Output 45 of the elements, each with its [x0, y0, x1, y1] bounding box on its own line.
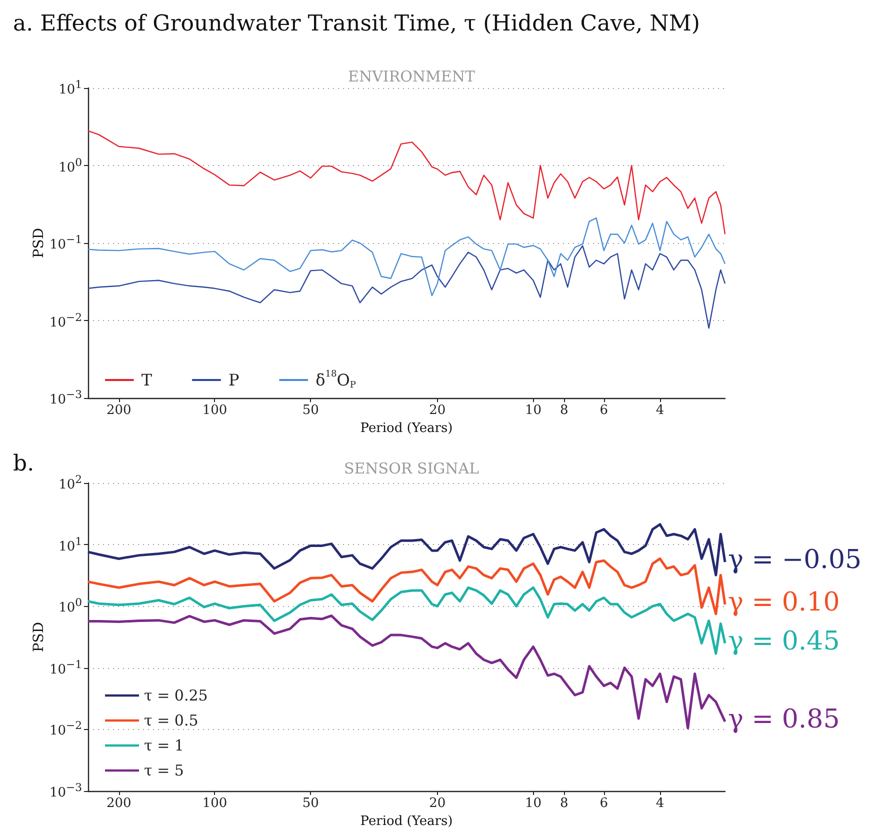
x-tick-label: 100 — [202, 796, 228, 811]
text: γ = 0.45 — [728, 626, 840, 656]
chart-subtitle: SENSOR SIGNAL — [344, 460, 480, 478]
x-tick-label: 4 — [656, 796, 664, 811]
legend-label: P — [228, 370, 240, 390]
y-tick-label: 10$^{1}$ — [58, 78, 82, 98]
y-axis-title: PSD — [31, 228, 47, 258]
x-tick-label: 4 — [656, 403, 664, 418]
x-tick-label: 20 — [429, 403, 446, 418]
legend-label: T — [141, 370, 152, 390]
x-tick-label: 10 — [524, 403, 542, 418]
x-axis-title: Period (Years) — [360, 421, 453, 436]
x-tick-label: 8 — [560, 796, 568, 811]
x-tick-label: 50 — [302, 403, 319, 418]
y-tick-label: 10$^{−2}$ — [49, 719, 82, 740]
x-tick-label: 10 — [524, 796, 542, 811]
x-tick-label: 6 — [600, 796, 608, 811]
y-tick-label: 10$^{0}$ — [58, 596, 82, 616]
legend-label: τ = 0.25 — [144, 686, 208, 704]
legend-label: τ = 0.5 — [144, 712, 198, 730]
y-tick-label: 10$^{−2}$ — [49, 310, 82, 331]
y-tick-label: 10$^{−1}$ — [49, 658, 82, 678]
y-tick-label: 10$^{−3}$ — [49, 781, 82, 801]
text: γ = 0.85 — [728, 704, 840, 735]
x-tick-label: 200 — [106, 796, 132, 811]
x-tick-label: 200 — [106, 403, 132, 418]
y-tick-label: 10$^{1}$ — [58, 534, 82, 555]
y-axis-title: PSD — [31, 622, 47, 652]
x-tick-label: 50 — [302, 796, 319, 811]
y-tick-label: 10$^{0}$ — [58, 156, 82, 176]
x-tick-label: 8 — [560, 403, 568, 418]
text: γ = −0.05 — [728, 545, 862, 576]
x-axis-title: Period (Years) — [360, 814, 453, 829]
chart-title: b. — [13, 452, 34, 476]
chart-title: a. Effects of Groundwater Transit Time, τ (Hidden Cave, NM) — [13, 12, 700, 36]
chart-subtitle: ENVIRONMENT — [348, 68, 475, 86]
y-tick-label: 10$^{−1}$ — [49, 233, 82, 254]
y-tick-label: 10$^{−3}$ — [49, 388, 82, 408]
x-tick-label: 100 — [202, 403, 228, 418]
x-tick-label: 6 — [600, 403, 608, 418]
y-tick-label: 10$^{2}$ — [58, 473, 82, 493]
legend-label: τ = 1 — [144, 736, 184, 754]
x-tick-label: 20 — [429, 796, 446, 811]
legend-label: τ = 5 — [144, 762, 184, 780]
text: γ = 0.10 — [728, 587, 840, 618]
